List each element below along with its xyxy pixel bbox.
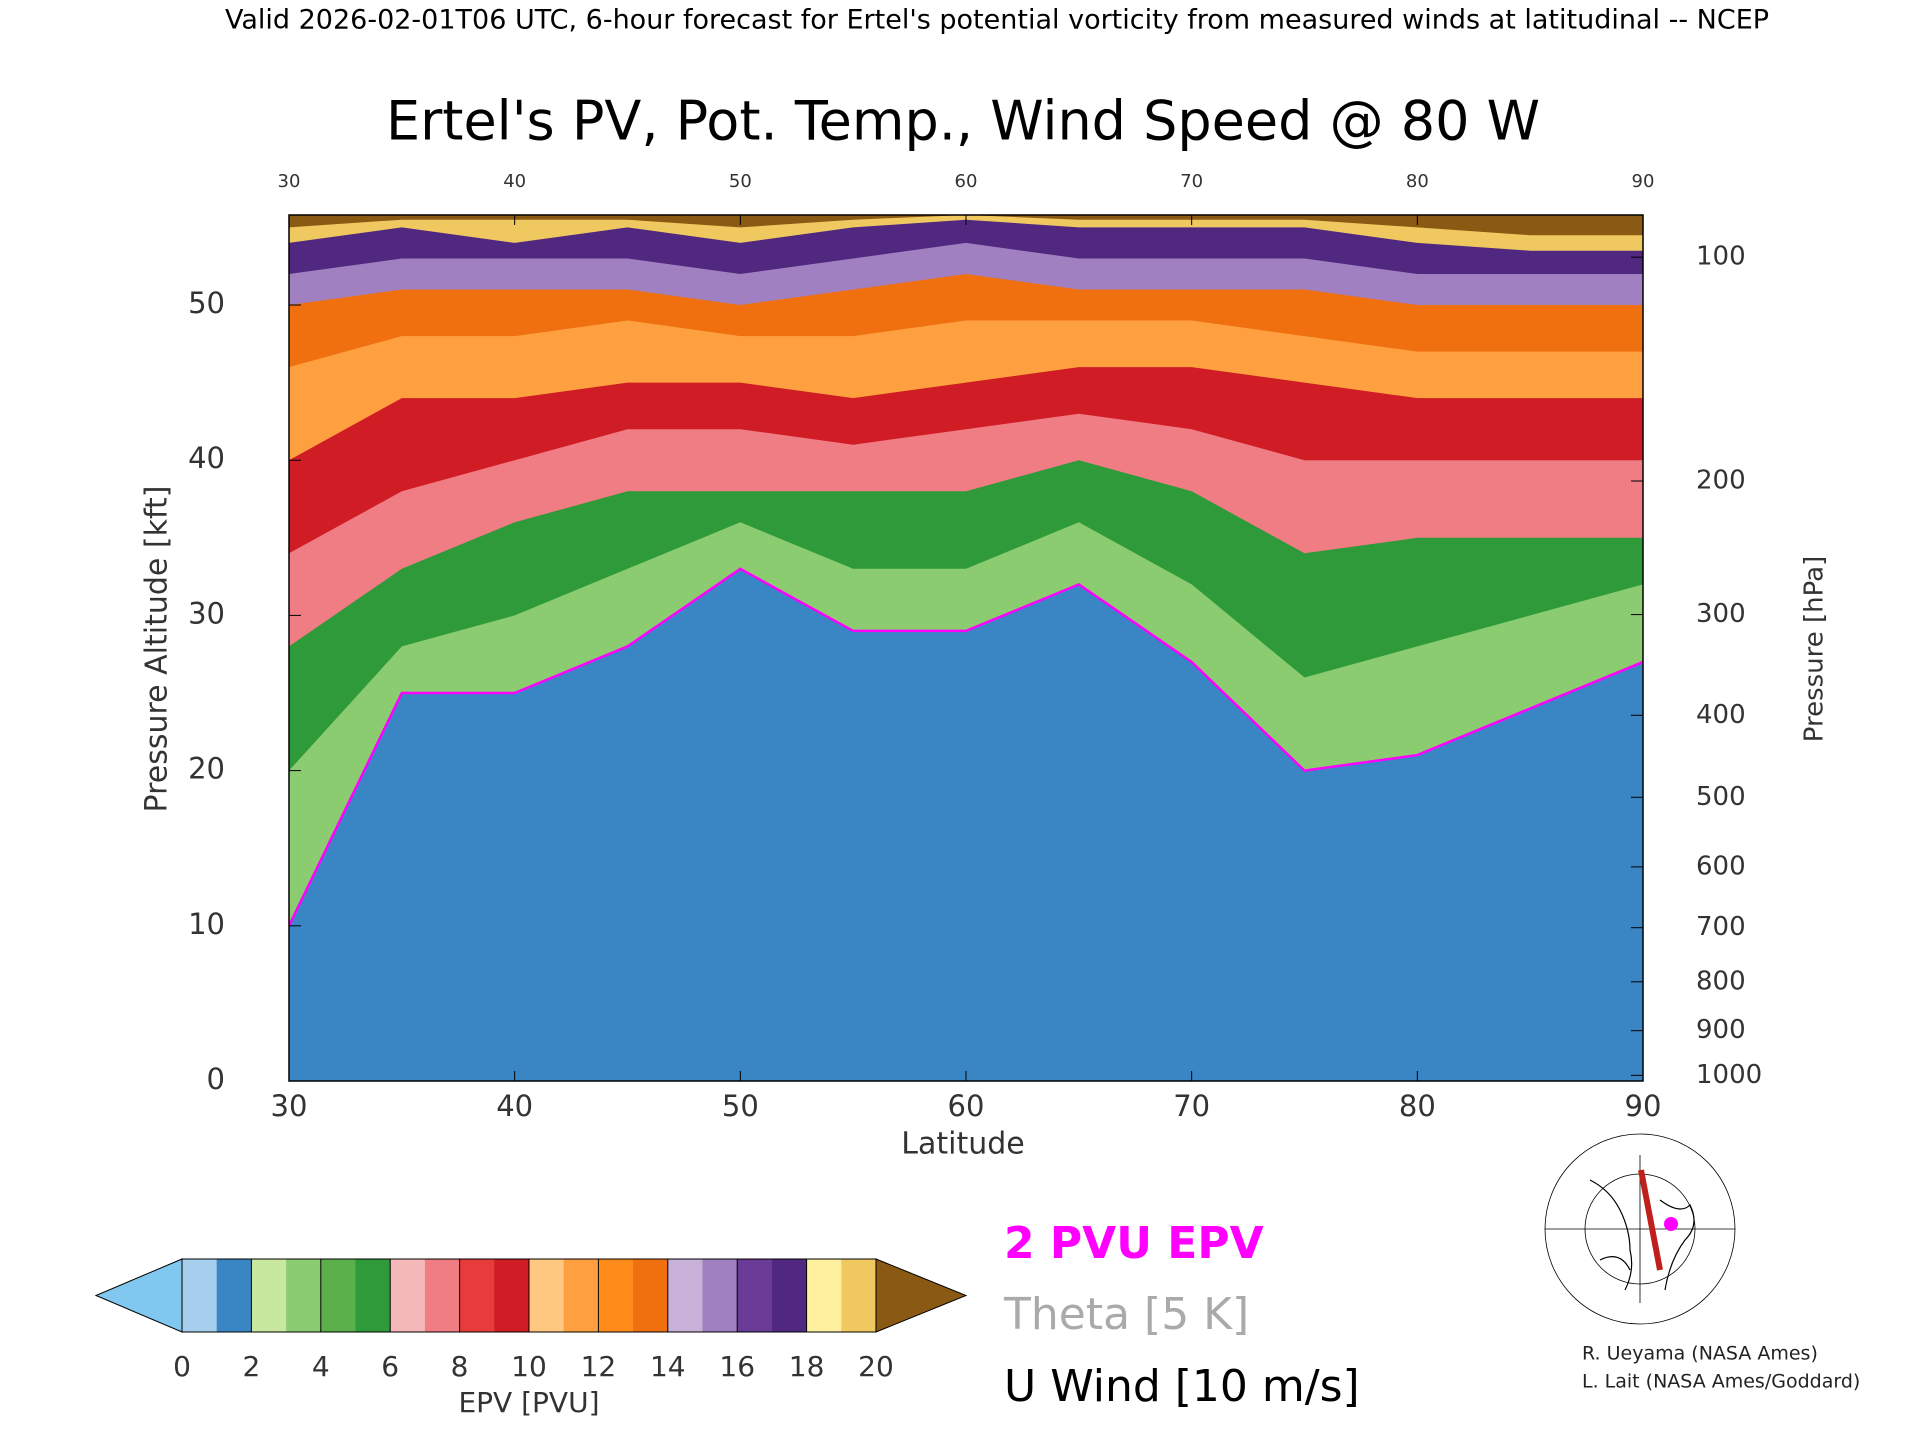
y-tick-label: 0 <box>207 1062 225 1096</box>
colorbar-under <box>94 1258 183 1333</box>
y2-tick-label: 400 <box>1696 700 1746 730</box>
colorbar-segment <box>355 1259 391 1332</box>
x-tick-label: 50 <box>722 1089 759 1123</box>
credit: R. Ueyama (NASA Ames) <box>1582 1343 1818 1365</box>
y2-tick-label: 800 <box>1696 966 1746 996</box>
colorbar-segment <box>459 1259 495 1332</box>
x-tick-label: 90 <box>1625 1089 1662 1123</box>
colorbar-segment <box>182 1259 218 1332</box>
colorbar-segment <box>702 1259 738 1332</box>
colorbar-segment <box>390 1259 426 1332</box>
colorbar-segment <box>320 1259 356 1332</box>
field <box>289 215 1643 1081</box>
colorbar-segment <box>841 1259 877 1332</box>
colorbar-tick-label: 12 <box>581 1350 617 1383</box>
x-tick-label-top: 90 <box>1632 171 1655 192</box>
pv-2-line <box>289 567 1643 927</box>
legend-entry: 2 PVU EPV <box>1004 1218 1264 1269</box>
legend-entry: Theta [5 K] <box>1003 1289 1249 1340</box>
legend-entry: U Wind [10 m/s] <box>1004 1361 1360 1412</box>
colorbar-segment <box>563 1259 599 1332</box>
colorbar-tick-label: 16 <box>719 1350 755 1383</box>
colorbar-over <box>875 1258 968 1333</box>
colorbar-segment <box>598 1259 634 1332</box>
y2-tick-label: 200 <box>1696 465 1746 495</box>
colorbar-tick-label: 4 <box>312 1350 330 1383</box>
colorbar-frame <box>181 1258 877 1333</box>
colorbar-tick-label: 20 <box>858 1350 894 1383</box>
x-tick-label: 30 <box>271 1089 308 1123</box>
y2-tick-label: 300 <box>1696 599 1746 629</box>
x-tick-label: 40 <box>496 1089 533 1123</box>
header: Valid 2026-02-01T06 UTC, 6-hour forecast… <box>225 5 1769 36</box>
y2-tick-label: 100 <box>1696 242 1746 272</box>
colorbar-segment <box>494 1259 530 1332</box>
colorbar-segment <box>667 1259 703 1332</box>
x-tick-label: 80 <box>1399 1089 1436 1123</box>
colorbar-segment <box>286 1259 322 1332</box>
colorbar-segment <box>771 1259 808 1332</box>
map-marker <box>1664 1217 1678 1231</box>
y-tick-label: 40 <box>188 441 225 475</box>
locator-map <box>1542 1133 1739 1325</box>
y2-tick-label: 600 <box>1696 851 1746 881</box>
x-tick-label-top: 60 <box>955 171 978 192</box>
chart-title: Ertel's PV, Pot. Temp., Wind Speed @ 80 … <box>386 90 1540 153</box>
x-tick-label-top: 40 <box>503 171 526 192</box>
colorbar-tick-label: 18 <box>789 1350 825 1383</box>
y2-tick-label: 900 <box>1696 1015 1746 1045</box>
x-tick-label-top: 80 <box>1406 171 1429 192</box>
colorbar-segment <box>251 1259 287 1332</box>
colorbar-segment <box>216 1259 252 1332</box>
y2-axis-label: Pressure [hPa] <box>1800 556 1830 743</box>
x-tick-label-top: 30 <box>278 171 301 192</box>
y-tick-label: 20 <box>188 752 225 786</box>
colorbar-tick-label: 6 <box>381 1350 399 1383</box>
pv-band <box>289 568 1643 1081</box>
x-tick-label: 60 <box>948 1089 985 1123</box>
colorbar-tick-label: 0 <box>173 1350 191 1383</box>
map-section-line <box>1638 1169 1663 1271</box>
x-tick-label: 70 <box>1173 1089 1210 1123</box>
y-tick-label: 50 <box>188 286 225 320</box>
x-tick-label-top: 70 <box>1180 171 1203 192</box>
credit: L. Lait (NASA Ames/Goddard) <box>1582 1371 1860 1393</box>
map-coast <box>1589 1179 1695 1291</box>
y-tick-label: 10 <box>188 907 225 941</box>
y2-tick-label: 500 <box>1696 782 1746 812</box>
x-tick-label-top: 50 <box>729 171 752 192</box>
colorbar-segment <box>633 1259 669 1332</box>
y-axis-label: Pressure Altitude [kft] <box>140 486 175 813</box>
colorbar-segment <box>529 1259 565 1332</box>
colorbar-tick-label: 8 <box>451 1350 469 1383</box>
x-axis-label: Latitude <box>901 1127 1024 1162</box>
colorbar-segment <box>806 1259 842 1332</box>
colorbar-tick-label: 14 <box>650 1350 686 1383</box>
y2-tick-label: 1000 <box>1696 1060 1762 1090</box>
colorbar-tick-label: 2 <box>242 1350 260 1383</box>
y-tick-label: 30 <box>188 596 225 630</box>
colorbar-label: EPV [PVU] <box>458 1386 599 1419</box>
colorbar-segment <box>737 1259 773 1332</box>
colorbar-tick-label: 10 <box>511 1350 547 1383</box>
colorbar-segment <box>424 1259 461 1332</box>
y2-tick-label: 700 <box>1696 912 1746 942</box>
